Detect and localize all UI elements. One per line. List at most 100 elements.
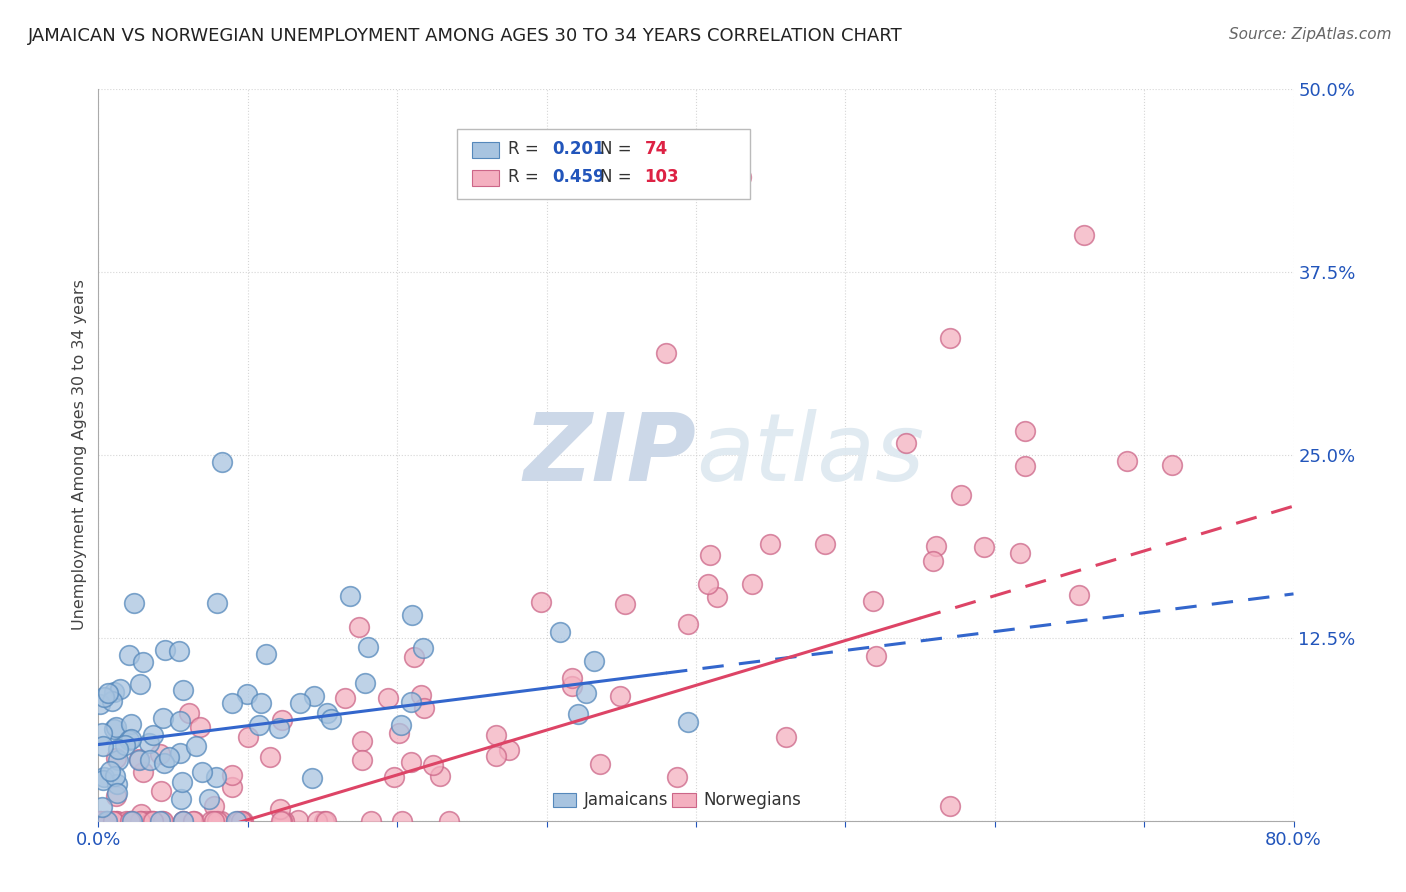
Bar xyxy=(472,169,499,186)
Point xyxy=(389,718,412,732)
Point xyxy=(114,739,136,753)
Point xyxy=(950,488,973,502)
Point xyxy=(169,746,191,760)
Point xyxy=(231,814,253,828)
Point xyxy=(1073,228,1095,243)
Point xyxy=(665,770,688,784)
Point xyxy=(388,726,411,740)
Point xyxy=(89,814,111,828)
Point xyxy=(759,537,782,551)
Text: R =: R = xyxy=(509,140,544,158)
Point xyxy=(105,814,128,828)
Point xyxy=(360,814,382,828)
Point xyxy=(270,713,292,727)
Point xyxy=(548,624,571,639)
Point xyxy=(105,751,128,765)
Bar xyxy=(553,793,576,807)
Point xyxy=(924,539,946,553)
Point xyxy=(105,814,128,828)
Point xyxy=(172,814,194,828)
Point xyxy=(530,595,553,609)
Point xyxy=(177,706,200,720)
Point xyxy=(315,814,337,828)
Point xyxy=(152,711,174,725)
Point xyxy=(190,764,212,779)
Text: Norwegians: Norwegians xyxy=(703,791,801,809)
Point xyxy=(90,726,112,740)
Point xyxy=(209,814,232,828)
Point xyxy=(138,736,160,750)
Point xyxy=(118,814,141,828)
Point xyxy=(301,772,323,786)
Point xyxy=(377,691,399,706)
Point xyxy=(561,671,583,685)
Point xyxy=(271,814,294,828)
Point xyxy=(89,814,111,828)
Point xyxy=(741,576,763,591)
Point xyxy=(730,169,752,184)
Bar xyxy=(672,793,696,807)
Point xyxy=(122,596,145,610)
Point xyxy=(184,739,207,753)
Point xyxy=(103,722,125,736)
Point xyxy=(357,640,380,655)
Point xyxy=(614,597,637,611)
Point xyxy=(269,801,291,815)
Point xyxy=(412,640,434,655)
Point xyxy=(249,697,271,711)
Point xyxy=(107,753,129,767)
Text: Jamaicans: Jamaicans xyxy=(583,791,668,809)
Point xyxy=(118,648,141,663)
Point xyxy=(422,757,444,772)
Point xyxy=(307,814,329,828)
Point xyxy=(128,753,150,767)
Point xyxy=(814,537,837,551)
Point xyxy=(142,814,165,828)
Point xyxy=(129,677,152,691)
Point xyxy=(1067,588,1090,602)
Point xyxy=(139,814,162,828)
Point xyxy=(129,814,152,828)
Point xyxy=(121,814,143,828)
Point xyxy=(575,686,598,700)
Point xyxy=(128,751,150,765)
Point xyxy=(108,682,131,697)
Point xyxy=(1014,458,1036,473)
Point xyxy=(1008,546,1031,560)
Point xyxy=(498,742,520,756)
Point xyxy=(401,607,423,622)
Point xyxy=(401,755,423,769)
Point xyxy=(197,792,219,806)
Point xyxy=(609,690,631,704)
Point xyxy=(437,814,460,828)
Point xyxy=(104,769,127,783)
Point xyxy=(132,764,155,779)
Point xyxy=(149,814,172,828)
Point xyxy=(259,750,281,764)
Point xyxy=(200,814,222,828)
Point xyxy=(205,770,228,784)
Point xyxy=(172,774,194,789)
Point xyxy=(973,540,995,554)
Point xyxy=(413,701,436,715)
Point xyxy=(169,714,191,728)
Point xyxy=(96,814,118,828)
Point xyxy=(149,784,172,798)
Point xyxy=(94,814,117,828)
Text: ZIP: ZIP xyxy=(523,409,696,501)
Point xyxy=(91,772,114,787)
Point xyxy=(172,814,194,828)
Point xyxy=(270,814,292,828)
Point xyxy=(225,814,247,828)
Point xyxy=(221,696,243,710)
Point xyxy=(183,814,205,828)
Point xyxy=(939,331,962,345)
Text: atlas: atlas xyxy=(696,409,924,500)
Point xyxy=(120,732,142,747)
Point xyxy=(391,814,413,828)
Point xyxy=(150,814,173,828)
Point xyxy=(202,814,225,828)
Text: JAMAICAN VS NORWEGIAN UNEMPLOYMENT AMONG AGES 30 TO 34 YEARS CORRELATION CHART: JAMAICAN VS NORWEGIAN UNEMPLOYMENT AMONG… xyxy=(28,27,903,45)
Point xyxy=(697,576,720,591)
Text: Source: ZipAtlas.com: Source: ZipAtlas.com xyxy=(1229,27,1392,42)
